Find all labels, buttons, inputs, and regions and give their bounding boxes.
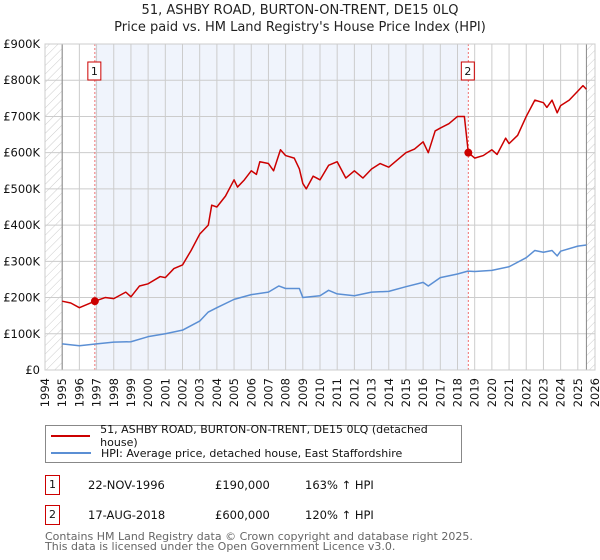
sale-hpi: 120% ↑ HPI [305, 508, 374, 522]
chart-subtitle: Price paid vs. HM Land Registry's House … [114, 20, 486, 35]
legend-item-hpi: HPI: Average price, detached house, East… [46, 445, 402, 461]
footer-copyright: Contains HM Land Registry data © Crown c… [45, 530, 473, 543]
x-tick-label: 2012 [347, 378, 361, 407]
x-tick-label: 2008 [279, 378, 293, 407]
legend-swatch-blue [51, 452, 91, 454]
legend-label: HPI: Average price, detached house, East… [101, 446, 403, 460]
y-tick-label: £0 [25, 363, 40, 377]
marker-badge: 1 [45, 475, 60, 495]
x-tick-label: 2007 [261, 378, 275, 407]
chart-title: 51, ASHBY ROAD, BURTON-ON-TRENT, DE15 0L… [141, 3, 459, 18]
footer-licence: This data is licensed under the Open Gov… [45, 540, 396, 553]
y-tick-label: £100K [3, 327, 40, 341]
y-tick-label: £300K [3, 254, 40, 268]
y-tick-label: £500K [3, 182, 40, 196]
x-tick-label: 2014 [382, 378, 396, 407]
x-tick-label: 2017 [433, 378, 447, 407]
x-tick-label: 1997 [90, 378, 104, 407]
hpi-series-line [62, 244, 587, 347]
ownership-period-shade [94, 44, 469, 370]
y-tick-label: £600K [3, 146, 40, 160]
x-tick-label: 1998 [107, 378, 121, 407]
x-tick-label: 2015 [399, 378, 413, 407]
marker-badge: 2 [45, 505, 60, 525]
x-tick-label: 2026 [588, 378, 600, 407]
x-tick-label: 2023 [536, 378, 550, 407]
table-row: 2 17-AUG-2018 £600,000 120% ↑ HPI [45, 505, 465, 525]
x-tick-label: 2020 [485, 378, 499, 407]
x-tick-label: 1999 [124, 378, 138, 407]
sale-point [464, 148, 473, 157]
x-tick-label: 2016 [416, 378, 430, 407]
no-data-hatch-right [586, 44, 595, 370]
x-tick-label: 2002 [176, 378, 190, 407]
plot-area: 1994 1995 1996 1997 1998 1999 2000 2001 2002 2003… [3, 37, 600, 407]
legend-label: 51, ASHBY ROAD, BURTON-ON-TRENT, DE15 0L… [100, 423, 428, 449]
property-series-line [62, 84, 587, 309]
x-tick-label: 2010 [313, 378, 327, 407]
x-tick-label: 1996 [72, 378, 86, 407]
legend-item-property: 51, ASHBY ROAD, BURTON-ON-TRENT, DE15 0L… [46, 423, 461, 449]
x-tick-label: 2025 [571, 378, 585, 407]
x-tick-label: 2005 [227, 378, 241, 407]
sale-price: £190,000 [215, 478, 270, 492]
sale-date: 17-AUG-2018 [88, 508, 166, 522]
plot-border [44, 43, 596, 371]
marker-label: 2 [464, 65, 471, 78]
x-tick-label: 2021 [502, 378, 516, 407]
legend-swatch-red [51, 435, 91, 437]
x-tick-label: 1994 [38, 378, 52, 407]
x-tick-label: 2013 [365, 378, 379, 407]
x-tick-label: 2018 [451, 378, 465, 407]
marker-label: 1 [91, 65, 98, 78]
x-tick-label: 2022 [519, 378, 533, 407]
table-row: 1 22-NOV-1996 £190,000 163% ↑ HPI [45, 475, 465, 495]
no-data-hatch-left [45, 44, 63, 370]
x-tick-label: 2004 [210, 378, 224, 407]
marker-label-box [460, 61, 475, 81]
sale-hpi: 163% ↑ HPI [305, 478, 374, 492]
marker-label-box [87, 61, 102, 81]
y-tick-label: £900K [3, 37, 40, 51]
y-tick-label: £400K [3, 218, 40, 232]
sale-point [90, 297, 99, 306]
y-tick-label: £800K [3, 73, 40, 87]
sale-price: £600,000 [215, 508, 270, 522]
sale-date: 22-NOV-1996 [88, 478, 165, 492]
x-tick-label: 2006 [244, 378, 258, 407]
x-tick-label: 2000 [141, 378, 155, 407]
x-tick-label: 2019 [468, 378, 482, 407]
y-tick-label: £700K [3, 109, 40, 123]
legend: 51, ASHBY ROAD, BURTON-ON-TRENT, DE15 0L… [45, 423, 462, 463]
y-tick-label: £200K [3, 291, 40, 305]
x-tick-label: 2009 [296, 378, 310, 407]
x-tick-label: 2003 [193, 378, 207, 407]
x-tick-label: 2024 [554, 378, 568, 407]
x-tick-label: 2001 [158, 378, 172, 407]
x-tick-label: 1995 [55, 378, 69, 407]
x-tick-label: 2011 [330, 378, 344, 407]
